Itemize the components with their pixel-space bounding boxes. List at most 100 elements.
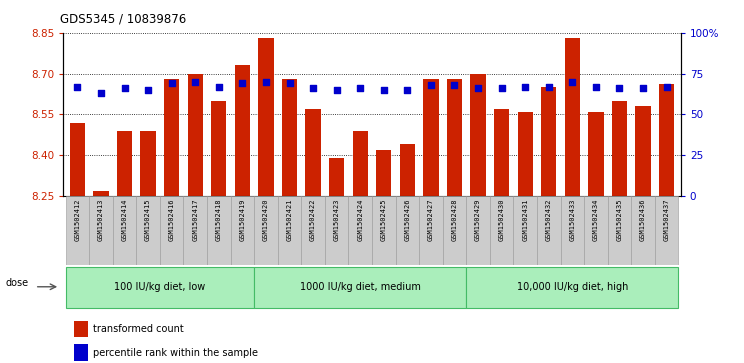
Bar xyxy=(93,191,109,196)
Text: GSM1502416: GSM1502416 xyxy=(169,198,175,241)
Text: GSM1502435: GSM1502435 xyxy=(617,198,623,241)
Point xyxy=(496,85,507,91)
Point xyxy=(590,84,602,90)
Bar xyxy=(419,196,443,265)
Bar xyxy=(207,196,231,265)
Bar xyxy=(584,196,608,265)
Bar xyxy=(65,267,254,308)
Text: transformed count: transformed count xyxy=(93,324,184,334)
Text: GSM1502424: GSM1502424 xyxy=(357,198,363,241)
Point xyxy=(189,79,201,85)
Text: GSM1502436: GSM1502436 xyxy=(640,198,646,241)
Bar xyxy=(254,267,466,308)
Bar xyxy=(376,150,391,196)
Text: GSM1502425: GSM1502425 xyxy=(381,198,387,241)
Bar xyxy=(490,196,513,265)
Text: GSM1502431: GSM1502431 xyxy=(522,198,528,241)
Text: GSM1502419: GSM1502419 xyxy=(240,198,246,241)
Text: GSM1502414: GSM1502414 xyxy=(121,198,127,241)
Bar xyxy=(117,131,132,196)
Point xyxy=(142,87,154,93)
Bar xyxy=(74,321,88,337)
Point xyxy=(472,85,484,91)
Bar xyxy=(631,196,655,265)
Bar xyxy=(187,74,203,196)
Text: GSM1502420: GSM1502420 xyxy=(263,198,269,241)
Text: GSM1502413: GSM1502413 xyxy=(98,198,104,241)
Text: GSM1502430: GSM1502430 xyxy=(498,198,504,241)
Bar xyxy=(612,101,627,196)
Point xyxy=(402,87,414,93)
Text: GSM1502432: GSM1502432 xyxy=(546,198,552,241)
Text: GDS5345 / 10839876: GDS5345 / 10839876 xyxy=(60,12,186,25)
Text: dose: dose xyxy=(5,278,28,288)
Point xyxy=(637,85,649,91)
Text: GSM1502427: GSM1502427 xyxy=(428,198,434,241)
Point xyxy=(378,87,390,93)
Text: GSM1502434: GSM1502434 xyxy=(593,198,599,241)
Bar xyxy=(65,196,89,265)
Point xyxy=(330,87,342,93)
Bar xyxy=(164,79,179,196)
Text: percentile rank within the sample: percentile rank within the sample xyxy=(93,348,258,358)
Point xyxy=(449,82,461,88)
Text: GSM1502428: GSM1502428 xyxy=(452,198,458,241)
Bar xyxy=(565,38,580,196)
Point xyxy=(95,90,107,96)
Bar xyxy=(466,267,679,308)
Bar xyxy=(589,111,603,196)
Bar xyxy=(608,196,631,265)
Bar xyxy=(234,65,250,196)
Text: GSM1502423: GSM1502423 xyxy=(333,198,340,241)
Bar xyxy=(141,131,155,196)
Text: GSM1502421: GSM1502421 xyxy=(286,198,292,241)
Bar xyxy=(329,158,344,196)
Bar xyxy=(655,196,679,265)
Bar xyxy=(278,196,301,265)
Text: 100 IU/kg diet, low: 100 IU/kg diet, low xyxy=(115,282,205,292)
Bar xyxy=(400,144,415,196)
Point xyxy=(260,79,272,85)
Bar xyxy=(136,196,160,265)
Bar xyxy=(372,196,396,265)
Bar xyxy=(70,123,85,196)
Bar xyxy=(306,109,321,196)
Text: 10,000 IU/kg diet, high: 10,000 IU/kg diet, high xyxy=(516,282,628,292)
Bar xyxy=(560,196,584,265)
Bar xyxy=(89,196,113,265)
Point xyxy=(354,85,366,91)
Text: GSM1502418: GSM1502418 xyxy=(216,198,222,241)
Point xyxy=(213,84,225,90)
Bar xyxy=(113,196,136,265)
Bar xyxy=(443,196,466,265)
Bar xyxy=(282,79,297,196)
Bar xyxy=(353,131,368,196)
Point xyxy=(543,84,555,90)
Bar xyxy=(423,79,438,196)
Bar xyxy=(184,196,207,265)
Point xyxy=(283,80,295,86)
Text: GSM1502417: GSM1502417 xyxy=(192,198,198,241)
Text: GSM1502437: GSM1502437 xyxy=(664,198,670,241)
Bar xyxy=(258,38,274,196)
Bar xyxy=(494,109,510,196)
Text: GSM1502422: GSM1502422 xyxy=(310,198,316,241)
Text: 1000 IU/kg diet, medium: 1000 IU/kg diet, medium xyxy=(300,282,420,292)
Bar xyxy=(254,196,278,265)
Bar xyxy=(160,196,184,265)
Bar xyxy=(513,196,537,265)
Bar xyxy=(447,79,462,196)
Bar xyxy=(231,196,254,265)
Bar xyxy=(301,196,325,265)
Bar xyxy=(466,196,490,265)
Bar xyxy=(541,87,557,196)
Point xyxy=(166,80,178,86)
Point xyxy=(237,80,248,86)
Bar xyxy=(659,84,674,196)
Bar xyxy=(348,196,372,265)
Bar xyxy=(635,106,651,196)
Point xyxy=(71,84,83,90)
Text: GSM1502426: GSM1502426 xyxy=(404,198,411,241)
Point xyxy=(566,79,578,85)
Point xyxy=(519,84,531,90)
